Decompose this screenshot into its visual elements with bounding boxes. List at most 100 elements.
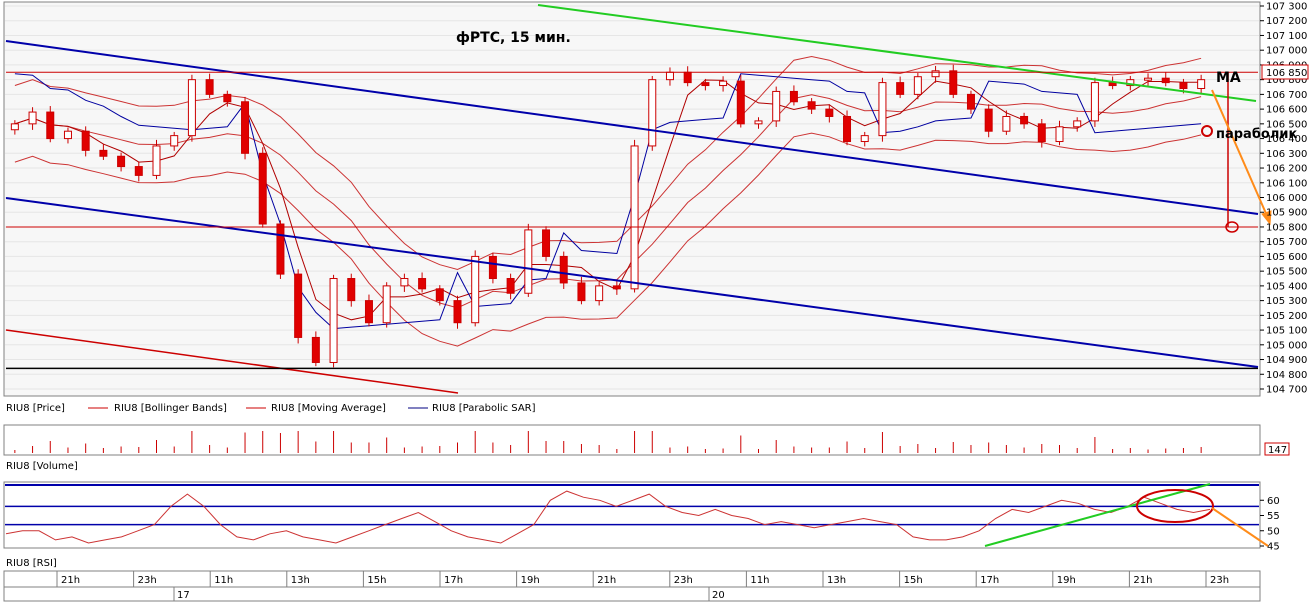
y-tick-label: 105 500 [1266,267,1307,278]
last-price-label: 106 850 [1266,68,1307,79]
candle-body-down [825,108,834,117]
time-tick-label: 21h [597,575,616,586]
parabolic-annotation: параболик [1216,127,1297,142]
candle [170,131,179,151]
time-tick-label: 11h [214,575,233,586]
candle [878,77,887,142]
volume-last-marker [1264,442,1290,456]
time-tick-label: 19h [521,575,540,586]
y-tick-label: 106 300 [1266,149,1307,160]
candle [913,73,922,100]
date-axis [3,586,1261,602]
candle [754,117,763,129]
candle-body-down [276,223,285,275]
y-tick-label: 107 200 [1266,16,1307,27]
legend-moving-average: RIU8 [Moving Average] [271,403,386,414]
candle-body-up [382,285,391,324]
channel-upper-line [5,40,1259,215]
candle [559,251,568,289]
candle [152,139,161,180]
candle [223,90,232,107]
candle-body-down [364,300,373,324]
candle [311,331,320,367]
candle-body-down [966,93,975,110]
y-tick-label: 106 700 [1266,90,1307,101]
candle [984,104,993,138]
time-tick-label: 13h [291,575,310,586]
candle [612,281,621,295]
candle-body-up [400,278,409,287]
candle [294,269,303,344]
candle-body-down [984,108,993,132]
candle-body-down [612,285,621,290]
candle-body-up [524,229,533,294]
rsi-tick-label: 50 [1267,526,1280,537]
candle [1073,117,1082,132]
legend-bollinger: RIU8 [Bollinger Bands] [114,403,227,414]
candle [1055,120,1064,146]
candle [488,252,497,284]
rsi-overlays [984,483,1269,547]
candle-body-down [418,278,427,290]
candle [364,294,373,327]
y-tick-label: 105 800 [1266,222,1307,233]
volume-panel[interactable] [3,424,1261,456]
candle [825,104,834,123]
candle-body-up [1197,79,1206,89]
rsi-line [5,490,1211,544]
volume-last-label: 147 [1268,445,1287,456]
rsi-panel[interactable] [3,481,1261,549]
candle [789,85,798,106]
chart-title: фРТС, 15 мин. [456,30,571,46]
candle [1002,110,1011,135]
date-tick-label: 17 [177,590,190,601]
rsi-forecast-arrow [1211,507,1269,547]
candle-body-down [241,101,250,154]
candle-body-up [1126,79,1135,87]
candle [258,147,267,228]
candle [630,139,639,293]
y-tick-label: 104 900 [1266,355,1307,366]
candle-body-up [665,71,674,81]
y-tick-label: 105 100 [1266,326,1307,337]
candle-body-up [10,123,19,131]
candle-body-up [595,285,604,302]
y-tick-label: 107 300 [1266,2,1307,13]
candle [28,107,37,130]
y-tick-label: 105 400 [1266,281,1307,292]
ma-annotation: MA [1216,70,1241,86]
y-tick-label: 106 500 [1266,119,1307,130]
candle [117,152,126,172]
y-tick-label: 106 200 [1266,164,1307,175]
candle-body-down [134,166,143,176]
candle-body-up [1055,126,1064,143]
y-tick-label: 105 900 [1266,208,1307,219]
candle-body-up [648,79,657,147]
candle-body-up [754,120,763,125]
candle [648,75,657,151]
candle-body-down [488,255,497,280]
y-tick-label: 106 000 [1266,193,1307,204]
y-tick-label: 105 000 [1266,340,1307,351]
candle-body-up [719,80,728,87]
candle [46,106,55,143]
candle [542,226,551,262]
candle [453,295,462,329]
candle [524,223,533,297]
y-tick-label: 106 100 [1266,178,1307,189]
candle [400,273,409,292]
candle-body-up [329,278,338,363]
candle-body-up [913,76,922,95]
candle-body-up [772,90,781,122]
candle-body-down [311,336,320,363]
rsi-legend: RIU8 [RSI] [6,558,57,569]
candle [807,98,816,114]
y-tick-label: 104 800 [1266,370,1307,381]
candle [577,276,586,305]
y-tick-label: 107 100 [1266,31,1307,42]
candle [1197,74,1206,95]
candle-body-up [931,70,940,78]
sar-marker-circle [1201,125,1213,137]
candle [435,285,444,306]
